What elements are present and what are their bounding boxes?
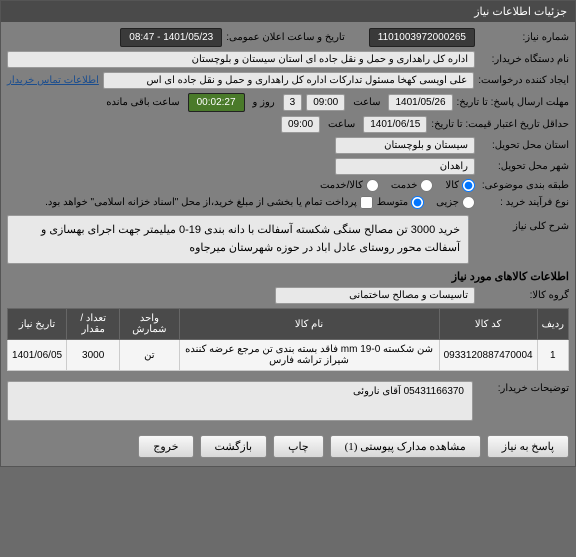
table-header-cell: تعداد / مقدار <box>67 309 120 340</box>
process-type-radio[interactable] <box>411 196 424 209</box>
table-header-cell: نام کالا <box>179 309 439 340</box>
table-cell: 1401/06/05 <box>8 340 67 371</box>
province-label: استان محل تحویل: <box>479 140 569 151</box>
classification-radio-group: کالا خدمت کالا/خدمت <box>320 179 475 192</box>
process-type-option-label: متوسط <box>377 197 408 208</box>
classification-option[interactable]: کالا/خدمت <box>320 179 379 192</box>
exit-button[interactable]: خروج <box>138 435 193 458</box>
table-header-cell: تاریخ نیاز <box>8 309 67 340</box>
need-number-value: 1101003972000265 <box>369 28 475 47</box>
requester-value: علی اویسی کهخا مسئول تدارکات اداره کل را… <box>103 72 474 89</box>
deadline-remaining-label: ساعت باقی مانده <box>106 97 179 108</box>
deadline-days: 3 <box>283 94 303 111</box>
goods-table: ردیفکد کالانام کالاواحد شمارشتعداد / مقد… <box>7 308 569 371</box>
goods-group-label: گروه کالا: <box>479 290 569 301</box>
table-header-cell: ردیف <box>537 309 568 340</box>
table-cell: 3000 <box>67 340 120 371</box>
table-header-cell: واحد شمارش <box>120 309 179 340</box>
print-button[interactable]: چاپ <box>273 435 324 458</box>
panel-title: جزئیات اطلاعات نیاز <box>1 1 575 22</box>
process-type-option[interactable]: متوسط <box>377 196 424 209</box>
classification-label: طبقه بندی موضوعی: <box>479 180 569 191</box>
deadline-label: مهلت ارسال پاسخ: تا تاریخ: <box>457 97 569 108</box>
city-label: شهر محل تحویل: <box>479 161 569 172</box>
classification-option[interactable]: خدمت <box>391 179 434 192</box>
city-value: راهدان <box>335 158 475 175</box>
main-desc-value: خرید 3000 تن مصالح سنگی شکسته آسفالت با … <box>7 215 469 264</box>
treasury-note-checkbox[interactable]: پرداخت تمام یا بخشی از مبلغ خرید،از محل … <box>45 196 373 209</box>
buyer-org-label: نام دستگاه خریدار: <box>479 54 569 65</box>
validity-date: 1401/06/15 <box>363 116 427 133</box>
table-cell: شن شکسته 0-19 mm فاقد بسته بندی تن مرجع … <box>179 340 439 371</box>
classification-radio[interactable] <box>462 179 475 192</box>
classification-option-label: خدمت <box>391 180 418 191</box>
table-cell: 0933120887470004 <box>439 340 537 371</box>
process-type-option-label: جزیی <box>436 197 459 208</box>
deadline-days-label: روز و <box>253 97 275 108</box>
classification-option-label: کالا/خدمت <box>320 180 363 191</box>
classification-radio[interactable] <box>420 179 433 192</box>
details-panel: جزئیات اطلاعات نیاز شماره نیاز: 11010039… <box>0 0 576 467</box>
attachments-button[interactable]: مشاهده مدارک پیوستی (1) <box>330 435 481 458</box>
process-type-radio-group: جزیی متوسط <box>377 196 475 209</box>
classification-option-label: کالا <box>445 180 459 191</box>
deadline-time-label: ساعت <box>353 97 380 108</box>
table-row: 10933120887470004شن شکسته 0-19 mm فاقد ب… <box>8 340 569 371</box>
process-type-label: نوع فرآیند خرید : <box>479 197 569 208</box>
buyer-org-value: اداره کل راهداری و حمل و نقل جاده ای است… <box>7 51 475 68</box>
process-type-radio[interactable] <box>462 196 475 209</box>
goods-section-title: اطلاعات کالاهای مورد نیاز <box>7 270 569 283</box>
buyer-comment-value: 05431166370 آقای ناروئی <box>7 381 473 421</box>
requester-label: ایجاد کننده درخواست: <box>478 75 569 86</box>
deadline-countdown: 00:02:27 <box>188 93 245 112</box>
deadline-date: 1401/05/26 <box>388 94 452 111</box>
announce-date-label: تاریخ و ساعت اعلان عمومی: <box>226 32 345 43</box>
validity-time: 09:00 <box>281 116 320 133</box>
back-button[interactable]: بازگشت <box>200 435 268 458</box>
buyer-comment-label: توضیحات خریدار: <box>479 383 569 394</box>
classification-option[interactable]: کالا <box>445 179 475 192</box>
main-desc-label: شرح کلی نیاز <box>479 221 569 232</box>
validity-time-label: ساعت <box>328 119 355 130</box>
table-header-cell: کد کالا <box>439 309 537 340</box>
validity-label: حداقل تاریخ اعتبار قیمت: تا تاریخ: <box>431 119 569 130</box>
treasury-note-text: پرداخت تمام یا بخشی از مبلغ خرید،از محل … <box>45 197 357 208</box>
process-type-option[interactable]: جزیی <box>436 196 475 209</box>
button-bar: پاسخ به نیاز مشاهده مدارک پیوستی (1) چاپ… <box>1 427 575 466</box>
table-cell: 1 <box>537 340 568 371</box>
classification-radio[interactable] <box>366 179 379 192</box>
goods-group-value: تاسیسات و مصالح ساختمانی <box>275 287 475 304</box>
announce-date-value: 1401/05/23 - 08:47 <box>120 28 222 47</box>
treasury-checkbox-input[interactable] <box>360 196 373 209</box>
reply-button[interactable]: پاسخ به نیاز <box>487 435 569 458</box>
table-cell: تن <box>120 340 179 371</box>
province-value: سیستان و بلوچستان <box>335 137 475 154</box>
need-number-label: شماره نیاز: <box>479 32 569 43</box>
buyer-contact-link[interactable]: اطلاعات تماس خریدار <box>7 75 99 86</box>
deadline-time: 09:00 <box>306 94 345 111</box>
